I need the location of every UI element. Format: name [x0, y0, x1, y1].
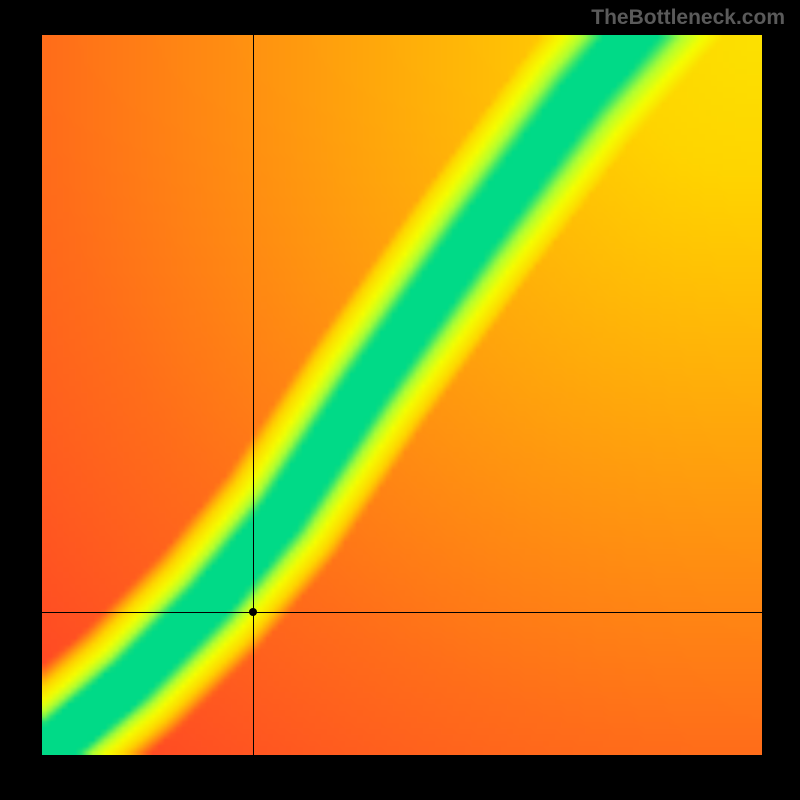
heatmap-canvas: [42, 35, 762, 755]
crosshair-vertical: [253, 35, 254, 755]
crosshair-horizontal: [42, 612, 762, 613]
heatmap-chart: [42, 35, 762, 755]
watermark-text: TheBottleneck.com: [591, 6, 785, 30]
crosshair-marker-dot: [249, 608, 257, 616]
